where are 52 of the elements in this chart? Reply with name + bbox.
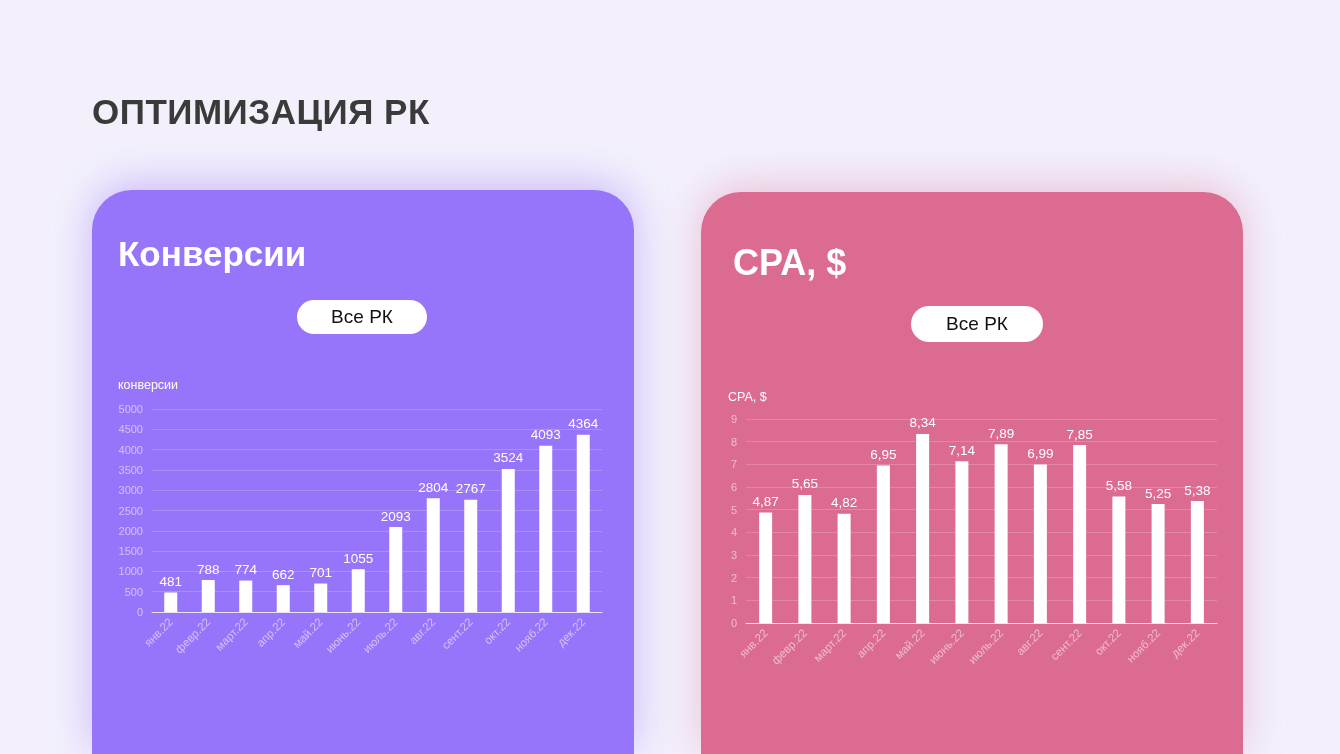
data-label: 7,85 [1066, 426, 1093, 442]
data-label: 5,65 [791, 476, 819, 492]
data-label: 1055 [343, 550, 374, 566]
y-tick-label: 9 [730, 413, 737, 425]
data-label: 5,25 [1144, 485, 1172, 501]
y-tick-label: 6 [730, 481, 737, 493]
y-tick-label: 1500 [118, 545, 143, 558]
data-label: 6,95 [870, 446, 897, 462]
text: ОПТИМИЗАЦИЯ РК [92, 92, 430, 132]
y-tick-label: 3500 [118, 463, 143, 476]
y-tick-label: 4 [730, 526, 737, 539]
data-label: 5,38 [1184, 482, 1211, 498]
y-tick-label: 2500 [118, 504, 143, 517]
pill-button: Все РК [297, 300, 427, 334]
data-label: 6,99 [1027, 446, 1054, 462]
data-label: 4,82 [830, 495, 858, 511]
data-label: 788 [196, 561, 220, 577]
data-label: 2804 [418, 479, 449, 495]
data-label: 481 [159, 573, 183, 589]
y-tick-label: 3000 [118, 484, 143, 497]
y-tick-label: 500 [124, 585, 143, 598]
y-tick-label: 3 [730, 549, 737, 561]
pill-button: Все РК [911, 306, 1043, 342]
chart-title: Конверсии [118, 234, 307, 274]
chart-title: CPA, $ [733, 242, 847, 284]
data-label: 3524 [493, 450, 524, 466]
data-label: 662 [271, 566, 295, 582]
y-tick-label: 2 [730, 571, 737, 584]
y-axis-title: конверсии [118, 378, 179, 392]
data-label: 5,58 [1105, 478, 1133, 494]
y-tick-label: 1 [730, 594, 737, 607]
data-label: 7,89 [987, 425, 1015, 441]
data-label: 774 [234, 562, 258, 578]
y-tick-label: 8 [730, 435, 737, 448]
data-label: 4364 [568, 416, 599, 432]
data-label: 2767 [455, 481, 486, 497]
data-label: 4,87 [752, 494, 779, 510]
y-tick-label: 5 [730, 503, 737, 516]
data-label: 4093 [530, 427, 561, 443]
y-tick-label: 1000 [118, 565, 143, 578]
y-tick-label: 0 [136, 606, 143, 618]
y-tick-label: 4000 [118, 443, 143, 456]
data-label: 2093 [380, 508, 411, 524]
y-tick-label: 2000 [118, 524, 143, 537]
y-tick-label: 0 [730, 617, 737, 629]
y-tick-label: 4500 [118, 423, 143, 436]
data-label: 8,34 [909, 415, 937, 431]
y-axis-title: CPA, $ [728, 390, 767, 404]
data-label: 701 [309, 565, 333, 581]
data-label: 7,14 [948, 442, 976, 458]
y-tick-label: 7 [730, 458, 737, 471]
y-tick-label: 5000 [118, 403, 143, 415]
